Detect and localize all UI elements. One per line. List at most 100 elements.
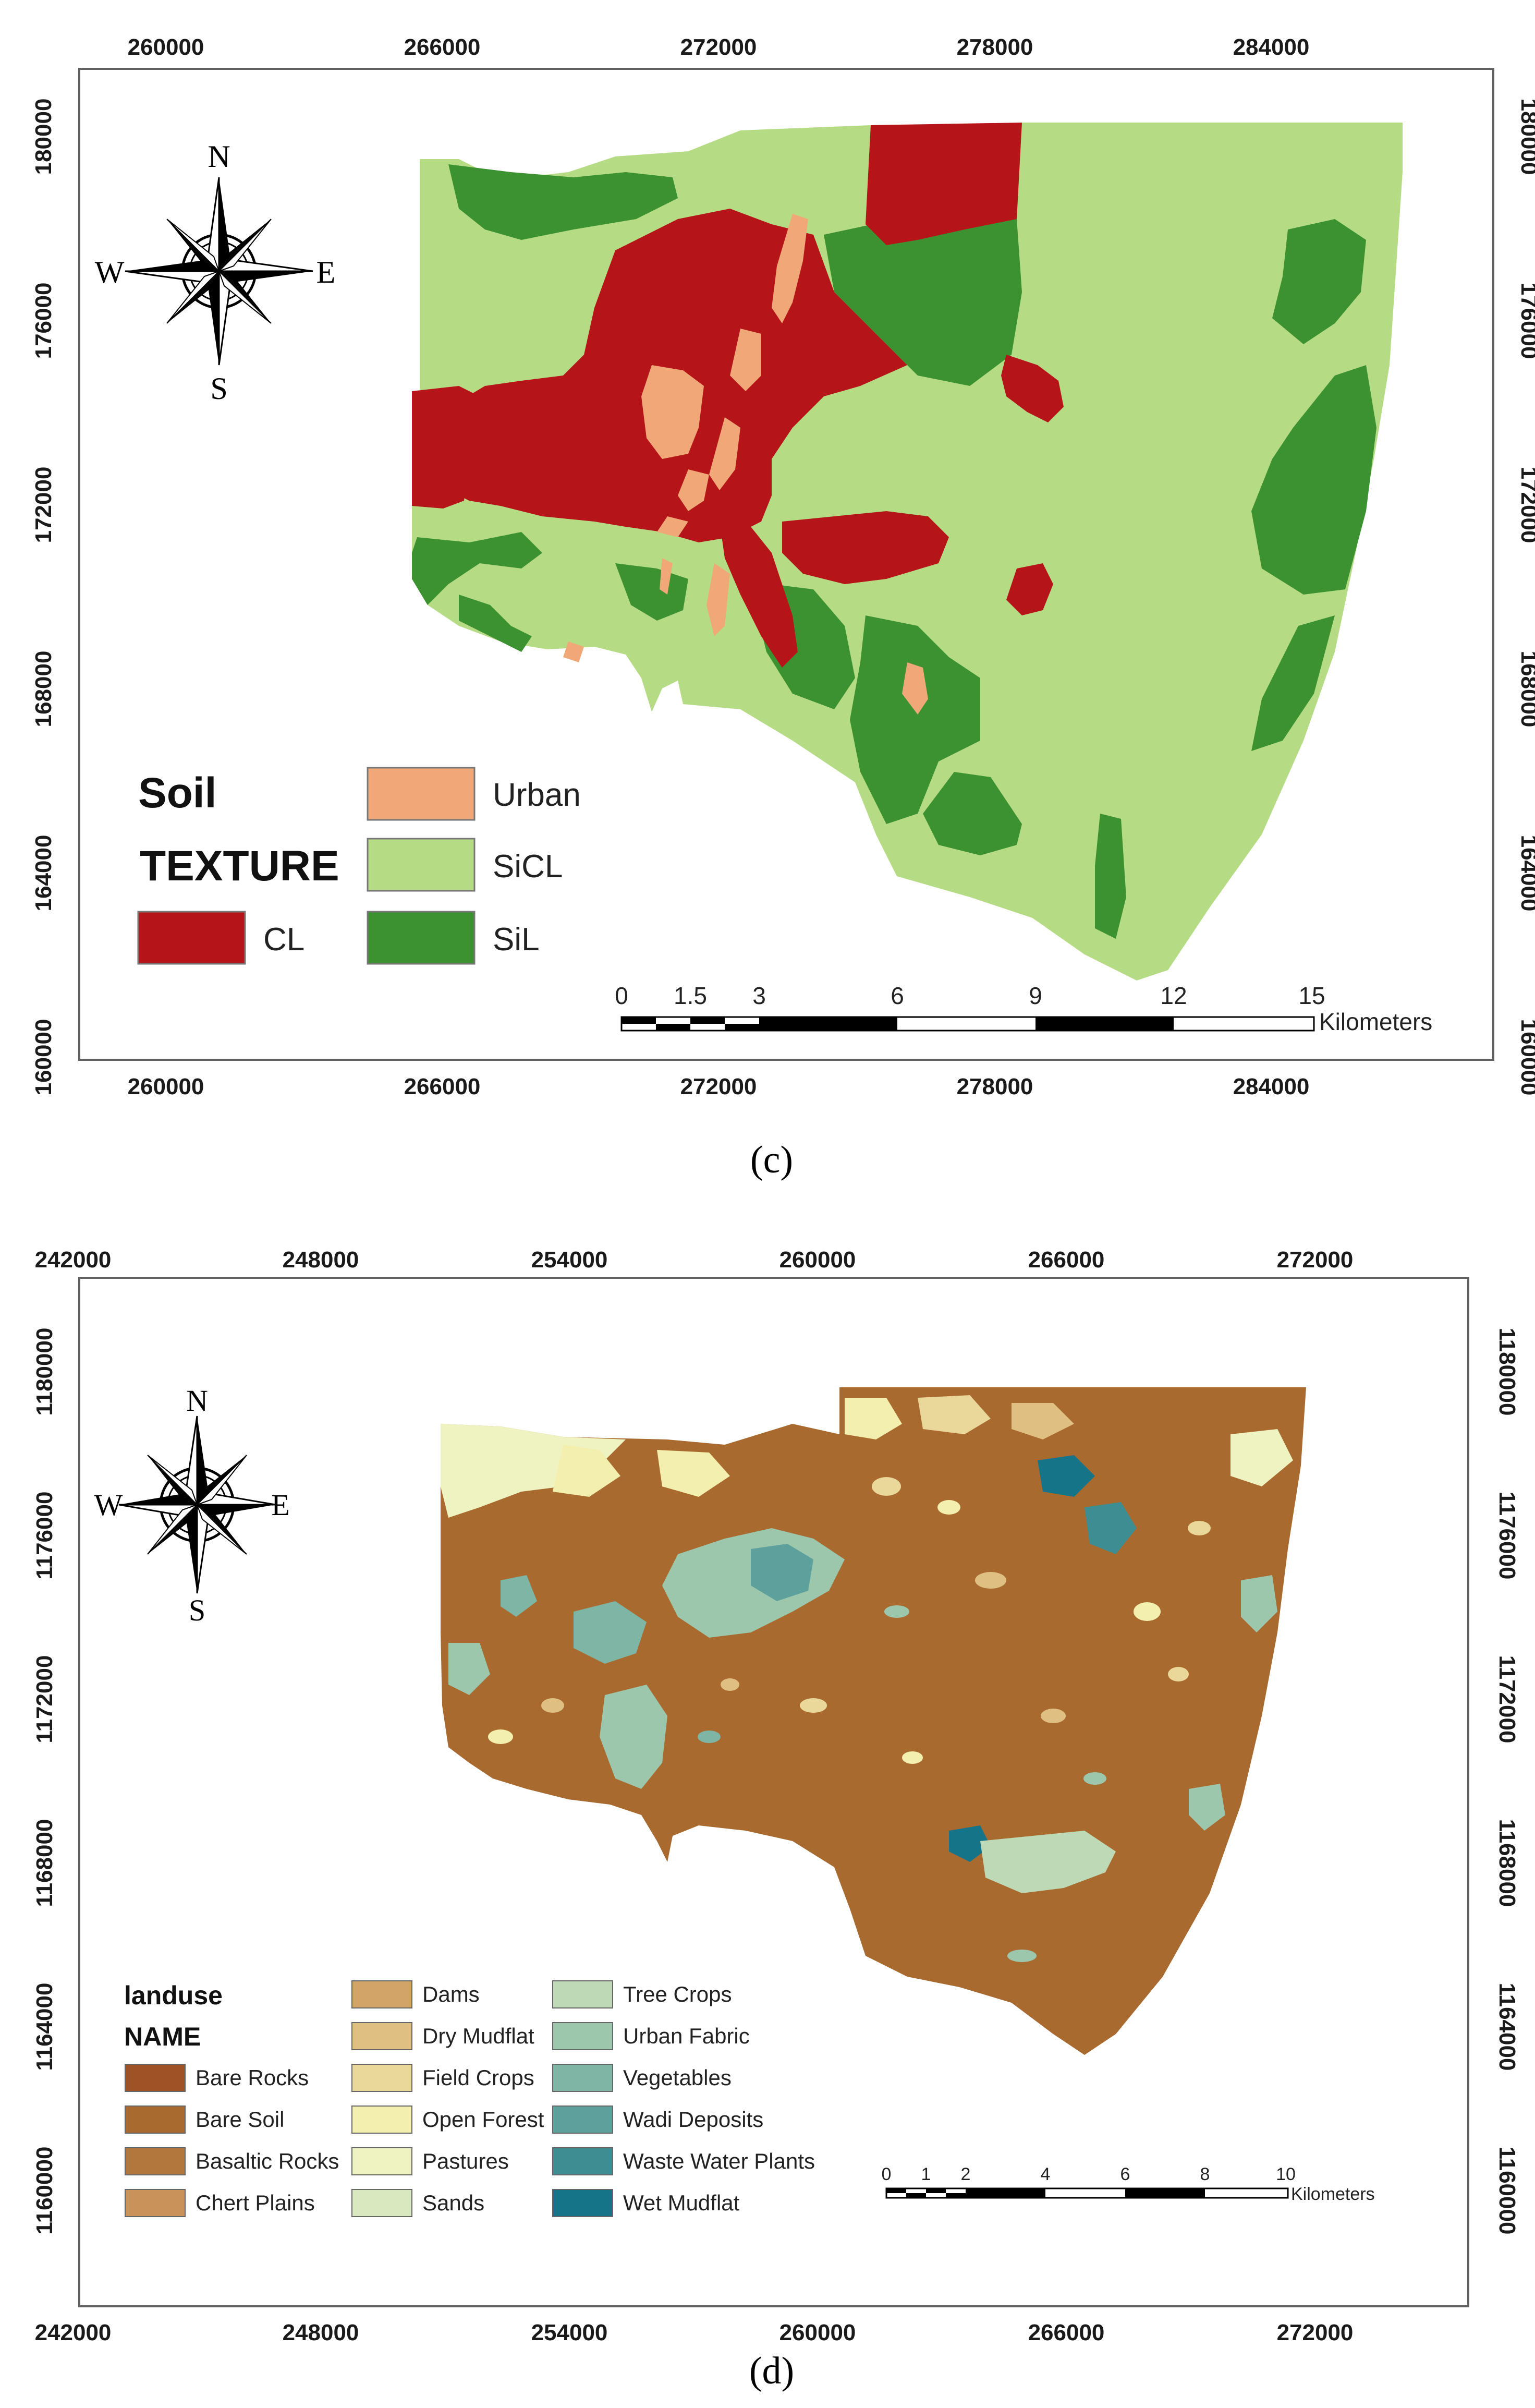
sil-region (824, 214, 1022, 386)
cl-region (412, 386, 480, 509)
legend-subtitle: NAME (124, 2022, 201, 2051)
urban-fabric-region (448, 1643, 490, 1695)
urban-region (641, 365, 704, 459)
y-tick-label: 176000 (31, 283, 56, 359)
sil-region (459, 595, 532, 652)
field-crops-region (918, 1395, 991, 1434)
scale-tick-label: 8 (1200, 2164, 1210, 2184)
legend-subtitle: TEXTURE (140, 842, 339, 890)
legend-label: Open Forest (422, 2107, 544, 2132)
x-tick-label: 272000 (680, 1074, 757, 1099)
urban-region (657, 516, 688, 537)
legend-label: Sands (422, 2191, 484, 2215)
legend-swatch (351, 1980, 412, 2008)
legend-label: Tree Crops (623, 1982, 732, 2006)
sil-region (1272, 219, 1366, 344)
soil-texture-map-panel: 260000 266000 272000 278000 284000 26000… (0, 0, 1535, 1200)
legend-swatch (351, 2189, 412, 2217)
scale-tick-label: 6 (1120, 2164, 1130, 2184)
legend-swatch-urban (367, 767, 476, 821)
legend-swatch-sicl (367, 838, 476, 892)
vegetables-region (501, 1575, 537, 1617)
urban-fabric-region (1241, 1575, 1277, 1632)
vegetables-region (574, 1601, 647, 1664)
landuse-map-svg: 242000 248000 254000 260000 266000 27200… (32, 1247, 1520, 2392)
compass-east-label: E (271, 1488, 289, 1522)
cl-region (866, 123, 1022, 245)
urban-region (709, 417, 740, 490)
y-tick-label: 168000 (31, 651, 56, 728)
scale-tick-label: 0 (882, 2164, 892, 2184)
x-tick-label: 260000 (128, 34, 204, 60)
y-tick-label: 164000 (31, 835, 56, 912)
y-tick-label: 1160000 (1494, 2147, 1520, 2235)
scale-tick-label: 12 (1160, 982, 1187, 1009)
legend-label: Chert Plains (196, 2191, 315, 2215)
cl-region (720, 522, 798, 668)
wet-mudflat-region (949, 1825, 991, 1862)
scale-tick-label: 1.5 (674, 982, 707, 1009)
scale-tick-label: 10 (1276, 2164, 1296, 2184)
y-tick-label: 1160000 (32, 2147, 57, 2235)
y-tick-label: 1164000 (32, 1983, 57, 2071)
legend-swatch (552, 2022, 613, 2050)
urban-region (772, 214, 808, 323)
x-tick-label: 260000 (779, 2320, 856, 2345)
urban-fabric-region (1189, 1784, 1225, 1831)
legend-swatch (351, 2064, 412, 2092)
x-tick-label: 248000 (283, 2320, 359, 2345)
compass-west-label: W (95, 255, 125, 289)
x-tick-label: 278000 (957, 1074, 1033, 1099)
wet-mudflat-region (1038, 1455, 1095, 1497)
landuse-map-panel: 242000 248000 254000 260000 266000 27200… (0, 1215, 1535, 2405)
legend-swatch (351, 2022, 412, 2050)
legend-swatch (552, 2064, 613, 2092)
scale-tick-label: 1 (921, 2164, 931, 2184)
y-tick-label: 172000 (1516, 467, 1535, 543)
x-axis-top-ticks: 242000 248000 254000 260000 266000 27200… (35, 1247, 1354, 1273)
urban-fabric-region (600, 1685, 667, 1789)
scale-tick-label: 15 (1298, 982, 1325, 1009)
urban-region (902, 662, 928, 715)
dry-mudflat-region (1012, 1403, 1074, 1439)
legend-label: SiL (493, 922, 540, 958)
x-tick-label: 284000 (1233, 1074, 1310, 1099)
urban-region (706, 563, 730, 636)
compass-south-label: S (189, 1593, 205, 1627)
sil-region (850, 615, 980, 824)
legend-swatch (552, 2147, 613, 2175)
soil-texture-map-svg: 260000 266000 272000 278000 284000 26000… (31, 34, 1535, 1181)
legend-swatch-cl (137, 911, 246, 965)
landuse-layer (441, 1387, 1306, 2055)
sil-region (1251, 365, 1376, 595)
y-tick-label: 1172000 (32, 1655, 57, 1744)
y-tick-label: 1180000 (1494, 1328, 1520, 1416)
x-axis-bottom-ticks: 260000 266000 272000 278000 284000 (128, 1074, 1310, 1099)
urban-region (730, 329, 761, 391)
y-tick-label: 168000 (1516, 651, 1535, 728)
x-tick-label: 248000 (283, 1247, 359, 1273)
urban-region (678, 469, 709, 511)
x-tick-label: 266000 (1028, 1247, 1105, 1273)
sil-region (923, 772, 1022, 855)
soil-legend: Soil TEXTURE Urban SiCL CL SiL (137, 767, 581, 965)
sil-region (1095, 814, 1126, 939)
scale-bar: 0 1 2 4 6 8 10 Kilometers (882, 2164, 1375, 2204)
legend-label: Basaltic Rocks (196, 2149, 339, 2173)
tree-crops-region (980, 1831, 1116, 1893)
scale-tick-label: 2 (961, 2164, 971, 2184)
x-tick-label: 266000 (404, 1074, 481, 1099)
y-tick-label: 172000 (31, 467, 56, 543)
legend-label: Dams (422, 1982, 480, 2006)
legend-label: Urban Fabric (623, 2024, 750, 2048)
y-tick-label: 1172000 (1494, 1655, 1520, 1744)
y-axis-left-ticks: 180000 176000 172000 168000 164000 16000… (31, 99, 56, 1096)
wadi-deposits-region (751, 1544, 813, 1601)
landuse-legend: landuse NAME Bare Rocks Bare Soil Basalt… (124, 1980, 815, 2217)
scale-unit-label: Kilometers (1291, 2184, 1375, 2204)
panel-label: (d) (749, 2350, 794, 2392)
x-tick-label: 278000 (957, 34, 1033, 60)
legend-label: Field Crops (422, 2065, 534, 2090)
y-axis-right-ticks: 180000 176000 172000 168000 164000 16000… (1516, 99, 1535, 1096)
x-tick-label: 254000 (531, 2320, 608, 2345)
